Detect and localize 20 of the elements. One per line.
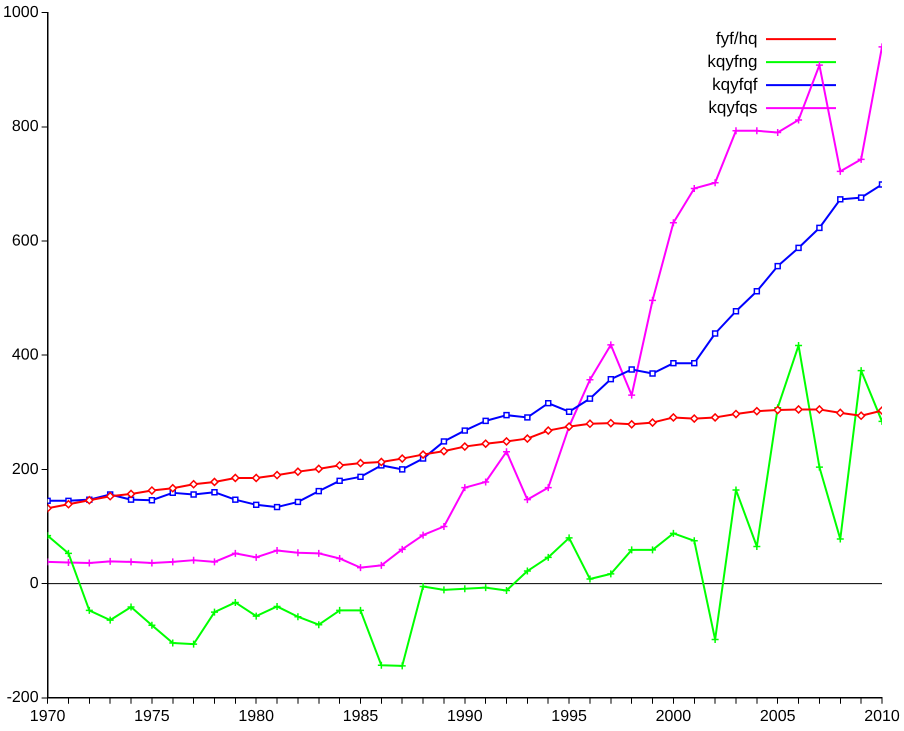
y-tick-label: 0 bbox=[30, 575, 39, 592]
y-tick-label: 800 bbox=[12, 118, 39, 136]
y-tick-label: 200 bbox=[12, 460, 39, 478]
legend-label: kqyfqs bbox=[708, 98, 758, 117]
x-tick-label: 1995 bbox=[551, 708, 587, 725]
y-tick-label: -200 bbox=[6, 689, 39, 706]
legend-label: kqyfqf bbox=[712, 74, 758, 94]
x-tick-label: 2000 bbox=[656, 708, 692, 725]
legend-label: fyf/hq bbox=[716, 28, 758, 48]
x-tick-label: 1985 bbox=[342, 708, 378, 725]
y-tick-label: 600 bbox=[12, 232, 39, 250]
x-tick-label: 2010 bbox=[864, 708, 900, 725]
y-tick-label: 1000 bbox=[3, 4, 39, 22]
x-tick-label: 1990 bbox=[447, 708, 483, 725]
x-tick-label: 2005 bbox=[760, 708, 796, 725]
x-tick-label: 1980 bbox=[238, 708, 274, 725]
x-tick-label: 1970 bbox=[30, 708, 66, 725]
legend-label: kqyfng bbox=[707, 52, 758, 71]
y-tick-label: 400 bbox=[12, 346, 39, 364]
x-tick-label: 1975 bbox=[134, 708, 170, 725]
